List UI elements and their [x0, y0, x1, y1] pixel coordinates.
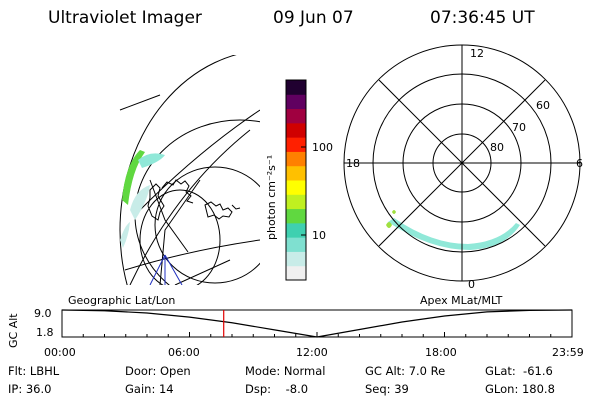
mlt-label-12: 12	[470, 47, 484, 60]
aurora-spot-green	[386, 222, 392, 228]
glat-readout: GLat: -61.6	[485, 364, 553, 378]
timeline-xtick-0: 00:00	[44, 346, 76, 359]
polar-diagonal-2	[378, 79, 546, 247]
auroral-oval	[388, 218, 520, 250]
colorbar-swatch	[286, 137, 306, 152]
lat-circle-3	[139, 189, 221, 285]
timeline-ylabel: GC Alt	[7, 313, 20, 348]
colorbar-swatch	[286, 122, 306, 138]
colorbar-tick-10: 10	[312, 229, 326, 242]
dsp-readout: Dsp: -8.0	[245, 382, 309, 396]
coastline-3	[204, 201, 233, 220]
colorbar	[285, 79, 307, 281]
colorbar-swatch	[286, 151, 306, 167]
lat-circle-2	[154, 166, 260, 284]
gcalt-readout: GC Alt: 7.0 Re	[365, 364, 446, 378]
colorbar-swatch	[286, 265, 306, 281]
mlt-label-0: 0	[468, 278, 475, 291]
date-label: 09 Jun 07	[273, 8, 354, 28]
colorbar-swatch	[286, 194, 306, 210]
aurora-spot-green-2	[392, 210, 396, 214]
lon-line-2	[139, 109, 260, 211]
gain-readout: Gain: 14	[125, 382, 174, 396]
lon-line-3	[159, 179, 201, 285]
lon-line-5	[149, 179, 189, 253]
aurora-blob-green	[122, 150, 145, 205]
ip-readout: IP: 36.0	[8, 382, 52, 396]
coastline-2	[161, 179, 194, 204]
colorbar-swatch	[286, 165, 306, 181]
colorbar-swatch	[286, 94, 306, 110]
lon-line-4	[129, 129, 251, 285]
coastline-4	[231, 204, 241, 210]
timeline-xtick-3: 18:00	[425, 346, 457, 359]
coastline-1	[147, 183, 165, 221]
instrument-title: Ultraviolet Imager	[48, 8, 202, 28]
polar-mlt-plot	[343, 44, 581, 282]
colorbar-swatch	[286, 108, 306, 124]
nadir-marker-line-3	[164, 254, 183, 285]
colorbar-swatch	[286, 222, 306, 238]
colorbar-unit-label: photon cm⁻²s⁻¹	[265, 154, 278, 240]
lon-line-6	[174, 259, 231, 285]
colorbar-swatch	[286, 208, 306, 224]
mlt-label-18: 18	[346, 157, 360, 170]
colorbar-swatch	[286, 180, 306, 195]
timeline-ytick-top: 9.0	[34, 307, 52, 320]
globe-limb	[119, 55, 237, 285]
timeline-xtick-1: 06:00	[168, 346, 200, 359]
colorbar-swatch	[286, 80, 306, 95]
nadir-marker-line-2	[149, 254, 166, 285]
seq-readout: Seq: 39	[365, 382, 409, 396]
mlat-label-80: 80	[490, 141, 504, 154]
timeline-xtick-4: 23:59	[552, 346, 584, 359]
mlat-label-60: 60	[536, 99, 550, 112]
filter-readout: Flt: LBHL	[8, 364, 60, 378]
geographic-projection	[119, 55, 260, 285]
colorbar-swatch	[286, 251, 306, 267]
timeline-title-right: Apex MLat/MLT	[420, 294, 503, 307]
mlat-label-70: 70	[512, 121, 526, 134]
colorbar-frame	[285, 79, 307, 281]
lon-line-7	[119, 94, 161, 111]
mlt-label-6: 6	[576, 157, 583, 170]
door-readout: Door: Open	[125, 364, 191, 378]
aurora-blob-cyan-1	[138, 153, 165, 168]
glon-readout: GLon: 180.8	[485, 382, 555, 396]
timeline-title-left: Geographic Lat/Lon	[68, 294, 176, 307]
altitude-timeline	[61, 309, 573, 338]
time-label: 07:36:45 UT	[430, 8, 535, 28]
aurora-blob-cyan-2	[130, 185, 150, 220]
aurora-blob-cyan-3	[120, 222, 130, 248]
colorbar-swatch	[286, 237, 306, 252]
colorbar-tick-100: 100	[312, 141, 333, 154]
timeline-ytick-bottom: 1.8	[36, 326, 54, 339]
timeline-xtick-2: 12:00	[296, 346, 328, 359]
mode-readout: Mode: Normal	[245, 364, 326, 378]
